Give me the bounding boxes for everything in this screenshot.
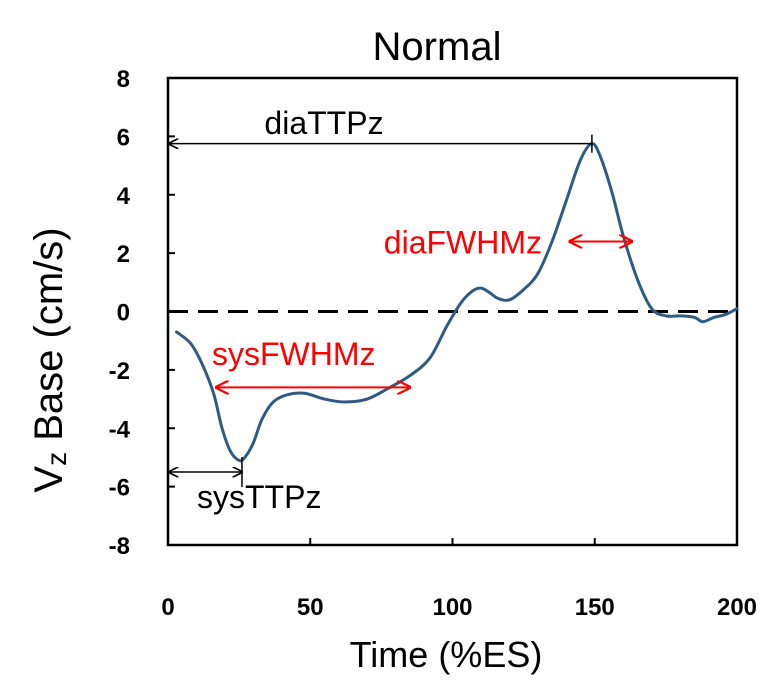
y-tick-label: 0 [117,300,130,327]
y-tick-label: 8 [117,66,130,93]
x-axis-label: Time (%ES) [350,634,543,675]
annotation-label-diattpz: diaTTPz [264,105,383,141]
x-tick-label: 50 [297,594,324,621]
annotation-label-diafwhmz: diaFWHMz [384,224,542,260]
y-axis-label: Vz Base (cm/s) [27,227,72,492]
x-tick-label: 200 [717,594,757,621]
x-tick-label: 150 [575,594,615,621]
y-axis-label-sub: z [41,452,72,466]
annotation-label-systtpz: sysTTPz [197,479,321,515]
annotation-label-sysfwhmz: sysFWHMz [212,336,376,372]
svg-text:Vz Base (cm/s): Vz Base (cm/s) [27,227,72,492]
y-axis-label-rest: Base (cm/s) [27,227,71,451]
x-tick-label: 100 [432,594,472,621]
x-tick-label: 0 [161,594,174,621]
y-tick-label: -4 [109,416,131,443]
y-tick-label: -8 [109,533,130,560]
y-axis-label-main: V [27,466,71,493]
y-tick-label: -2 [109,358,130,385]
y-tick-label: 4 [117,183,131,210]
series-line-vz-base [175,142,739,463]
y-tick-label: 2 [117,241,130,268]
y-tick-label: -6 [109,475,130,502]
y-tick-label: 6 [117,124,130,151]
chart-title: Normal [373,25,502,69]
